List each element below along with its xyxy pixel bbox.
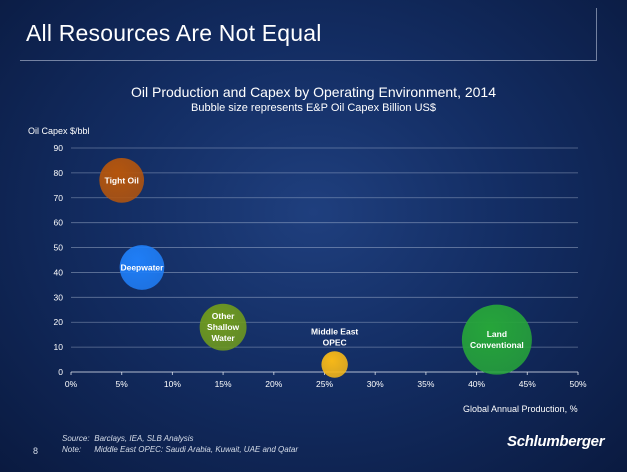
x-tick-label: 40% — [468, 379, 485, 389]
x-tick-label: 25% — [316, 379, 333, 389]
y-tick-label: 30 — [54, 292, 64, 302]
bubble-middle-east-opec — [321, 351, 348, 378]
y-tick-label: 80 — [54, 168, 64, 178]
x-tick-label: 50% — [569, 379, 586, 389]
bubble-label: Water — [211, 333, 235, 343]
bubble-other-shallow-water — [199, 303, 247, 351]
bubble-label: Shallow — [207, 322, 240, 332]
title-divider-vertical — [596, 8, 597, 61]
chart-subtitle: Bubble size represents E&P Oil Capex Bil… — [191, 102, 436, 114]
footnote: Note: Middle East OPEC: Saudi Arabia, Ku… — [62, 445, 298, 454]
x-tick-label: 5% — [116, 379, 129, 389]
note-text: Middle East OPEC: Saudi Arabia, Kuwait, … — [94, 445, 299, 454]
x-tick-label: 0% — [65, 379, 78, 389]
y-tick-label: 10 — [54, 342, 64, 352]
bubble-label: Middle East — [311, 326, 358, 336]
page-number: 8 — [33, 446, 39, 456]
source-text: Barclays, IEA, SLB Analysis — [94, 434, 194, 443]
bubble-land-conventional — [461, 304, 532, 375]
y-tick-label: 40 — [54, 267, 64, 277]
bubble-label: Land — [487, 329, 507, 339]
bubble-label: Deepwater — [120, 262, 164, 272]
x-tick-label: 35% — [417, 379, 434, 389]
y-axis-title: Oil Capex $/bbl — [28, 126, 90, 136]
bubble-label: Tight Oil — [105, 175, 139, 185]
note-label: Note: — [62, 445, 82, 454]
x-tick-label: 15% — [215, 379, 232, 389]
y-tick-label: 20 — [54, 317, 64, 327]
title-divider — [20, 60, 596, 61]
y-tick-label: 70 — [54, 193, 64, 203]
x-tick-label: 10% — [164, 379, 181, 389]
x-tick-label: 30% — [367, 379, 384, 389]
y-tick-label: 90 — [54, 143, 64, 153]
chart-title: Oil Production and Capex by Operating En… — [131, 84, 496, 100]
y-tick-label: 60 — [54, 218, 64, 228]
y-tick-label: 0 — [58, 367, 63, 377]
schlumberger-logo: Schlumberger — [507, 433, 605, 450]
y-tick-label: 50 — [54, 243, 64, 253]
slide-title: All Resources Are Not Equal — [26, 20, 322, 46]
x-tick-label: 45% — [519, 379, 536, 389]
bubble-deepwater — [119, 245, 165, 290]
x-axis-title: Global Annual Production, % — [463, 404, 578, 414]
source-note: Source: Barclays, IEA, SLB Analysis — [62, 434, 194, 443]
bubble-tight-oil — [99, 157, 145, 203]
bubble-label: Other — [212, 311, 235, 321]
bubble-label: Conventional — [470, 340, 524, 350]
x-tick-label: 20% — [265, 379, 282, 389]
source-label: Source: — [62, 434, 90, 443]
bubble-label: OPEC — [323, 337, 347, 347]
